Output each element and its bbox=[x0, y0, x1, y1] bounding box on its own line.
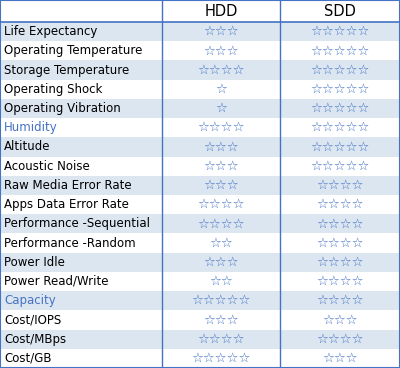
Bar bbox=[0, 310, 400, 330]
Bar bbox=[0, 118, 400, 137]
Bar bbox=[0, 79, 400, 99]
Bar bbox=[0, 60, 400, 79]
Bar bbox=[0, 253, 400, 272]
Text: SDD: SDD bbox=[324, 4, 356, 18]
Text: ☆☆☆☆: ☆☆☆☆ bbox=[316, 333, 364, 346]
Text: ☆: ☆ bbox=[215, 83, 227, 96]
Text: ☆☆☆☆☆: ☆☆☆☆☆ bbox=[310, 141, 370, 153]
Text: ☆☆☆☆☆: ☆☆☆☆☆ bbox=[191, 352, 251, 365]
Text: Power Idle: Power Idle bbox=[4, 256, 65, 269]
Text: ☆☆☆☆☆: ☆☆☆☆☆ bbox=[310, 121, 370, 134]
Text: ☆☆☆☆: ☆☆☆☆ bbox=[197, 198, 245, 211]
Bar bbox=[0, 195, 400, 214]
Text: Operating Vibration: Operating Vibration bbox=[4, 102, 121, 115]
Text: Altitude: Altitude bbox=[4, 141, 50, 153]
Bar bbox=[0, 349, 400, 368]
Text: Cost/IOPS: Cost/IOPS bbox=[4, 314, 61, 326]
Text: ☆☆☆: ☆☆☆ bbox=[203, 179, 239, 192]
Text: ☆☆: ☆☆ bbox=[209, 275, 233, 288]
Text: ☆☆☆☆: ☆☆☆☆ bbox=[316, 275, 364, 288]
Text: Performance -Random: Performance -Random bbox=[4, 237, 136, 250]
Text: ☆☆☆☆: ☆☆☆☆ bbox=[316, 237, 364, 250]
Bar bbox=[0, 22, 400, 41]
Bar bbox=[0, 156, 400, 176]
Text: Apps Data Error Rate: Apps Data Error Rate bbox=[4, 198, 129, 211]
Text: ☆☆☆☆: ☆☆☆☆ bbox=[316, 256, 364, 269]
Text: ☆☆☆☆: ☆☆☆☆ bbox=[197, 64, 245, 77]
Text: HDD: HDD bbox=[204, 4, 238, 18]
Text: ☆☆☆☆☆: ☆☆☆☆☆ bbox=[310, 102, 370, 115]
Text: ☆☆☆☆☆: ☆☆☆☆☆ bbox=[310, 44, 370, 57]
Text: ☆☆☆: ☆☆☆ bbox=[203, 25, 239, 38]
Bar bbox=[0, 291, 400, 310]
Text: ☆☆☆: ☆☆☆ bbox=[203, 314, 239, 326]
Text: ☆☆☆: ☆☆☆ bbox=[203, 160, 239, 173]
Text: ☆☆: ☆☆ bbox=[209, 237, 233, 250]
Text: ☆☆☆☆☆: ☆☆☆☆☆ bbox=[310, 83, 370, 96]
Bar bbox=[0, 233, 400, 253]
Text: ☆☆☆☆: ☆☆☆☆ bbox=[316, 217, 364, 230]
Text: ☆☆☆☆☆: ☆☆☆☆☆ bbox=[310, 160, 370, 173]
Text: ☆☆☆☆☆: ☆☆☆☆☆ bbox=[310, 25, 370, 38]
Text: Performance -Sequential: Performance -Sequential bbox=[4, 217, 150, 230]
Text: ☆☆☆: ☆☆☆ bbox=[203, 256, 239, 269]
Text: Acoustic Noise: Acoustic Noise bbox=[4, 160, 90, 173]
Bar bbox=[0, 214, 400, 233]
Bar bbox=[0, 99, 400, 118]
Text: Storage Temperature: Storage Temperature bbox=[4, 64, 129, 77]
Text: Power Read/Write: Power Read/Write bbox=[4, 275, 108, 288]
Bar bbox=[0, 330, 400, 349]
Text: ☆: ☆ bbox=[215, 102, 227, 115]
Bar bbox=[0, 176, 400, 195]
Text: ☆☆☆☆: ☆☆☆☆ bbox=[316, 179, 364, 192]
Bar bbox=[0, 272, 400, 291]
Text: ☆☆☆☆: ☆☆☆☆ bbox=[197, 333, 245, 346]
Text: ☆☆☆☆☆: ☆☆☆☆☆ bbox=[191, 294, 251, 307]
Text: Humidity: Humidity bbox=[4, 121, 58, 134]
Text: ☆☆☆: ☆☆☆ bbox=[203, 44, 239, 57]
Text: Capacity: Capacity bbox=[4, 294, 56, 307]
Text: ☆☆☆: ☆☆☆ bbox=[203, 141, 239, 153]
Text: ☆☆☆: ☆☆☆ bbox=[322, 314, 358, 326]
Text: ☆☆☆☆: ☆☆☆☆ bbox=[197, 121, 245, 134]
Text: Cost/MBps: Cost/MBps bbox=[4, 333, 66, 346]
Bar bbox=[0, 137, 400, 156]
Text: ☆☆☆☆☆: ☆☆☆☆☆ bbox=[310, 64, 370, 77]
Bar bbox=[0, 41, 400, 60]
Text: Raw Media Error Rate: Raw Media Error Rate bbox=[4, 179, 132, 192]
Text: ☆☆☆: ☆☆☆ bbox=[322, 352, 358, 365]
Text: ☆☆☆☆: ☆☆☆☆ bbox=[316, 198, 364, 211]
Text: Operating Shock: Operating Shock bbox=[4, 83, 102, 96]
Text: Cost/GB: Cost/GB bbox=[4, 352, 52, 365]
Text: ☆☆☆☆: ☆☆☆☆ bbox=[316, 294, 364, 307]
Text: Operating Temperature: Operating Temperature bbox=[4, 44, 142, 57]
Text: ☆☆☆☆: ☆☆☆☆ bbox=[197, 217, 245, 230]
Bar bbox=[0, 0, 400, 22]
Text: Life Expectancy: Life Expectancy bbox=[4, 25, 97, 38]
